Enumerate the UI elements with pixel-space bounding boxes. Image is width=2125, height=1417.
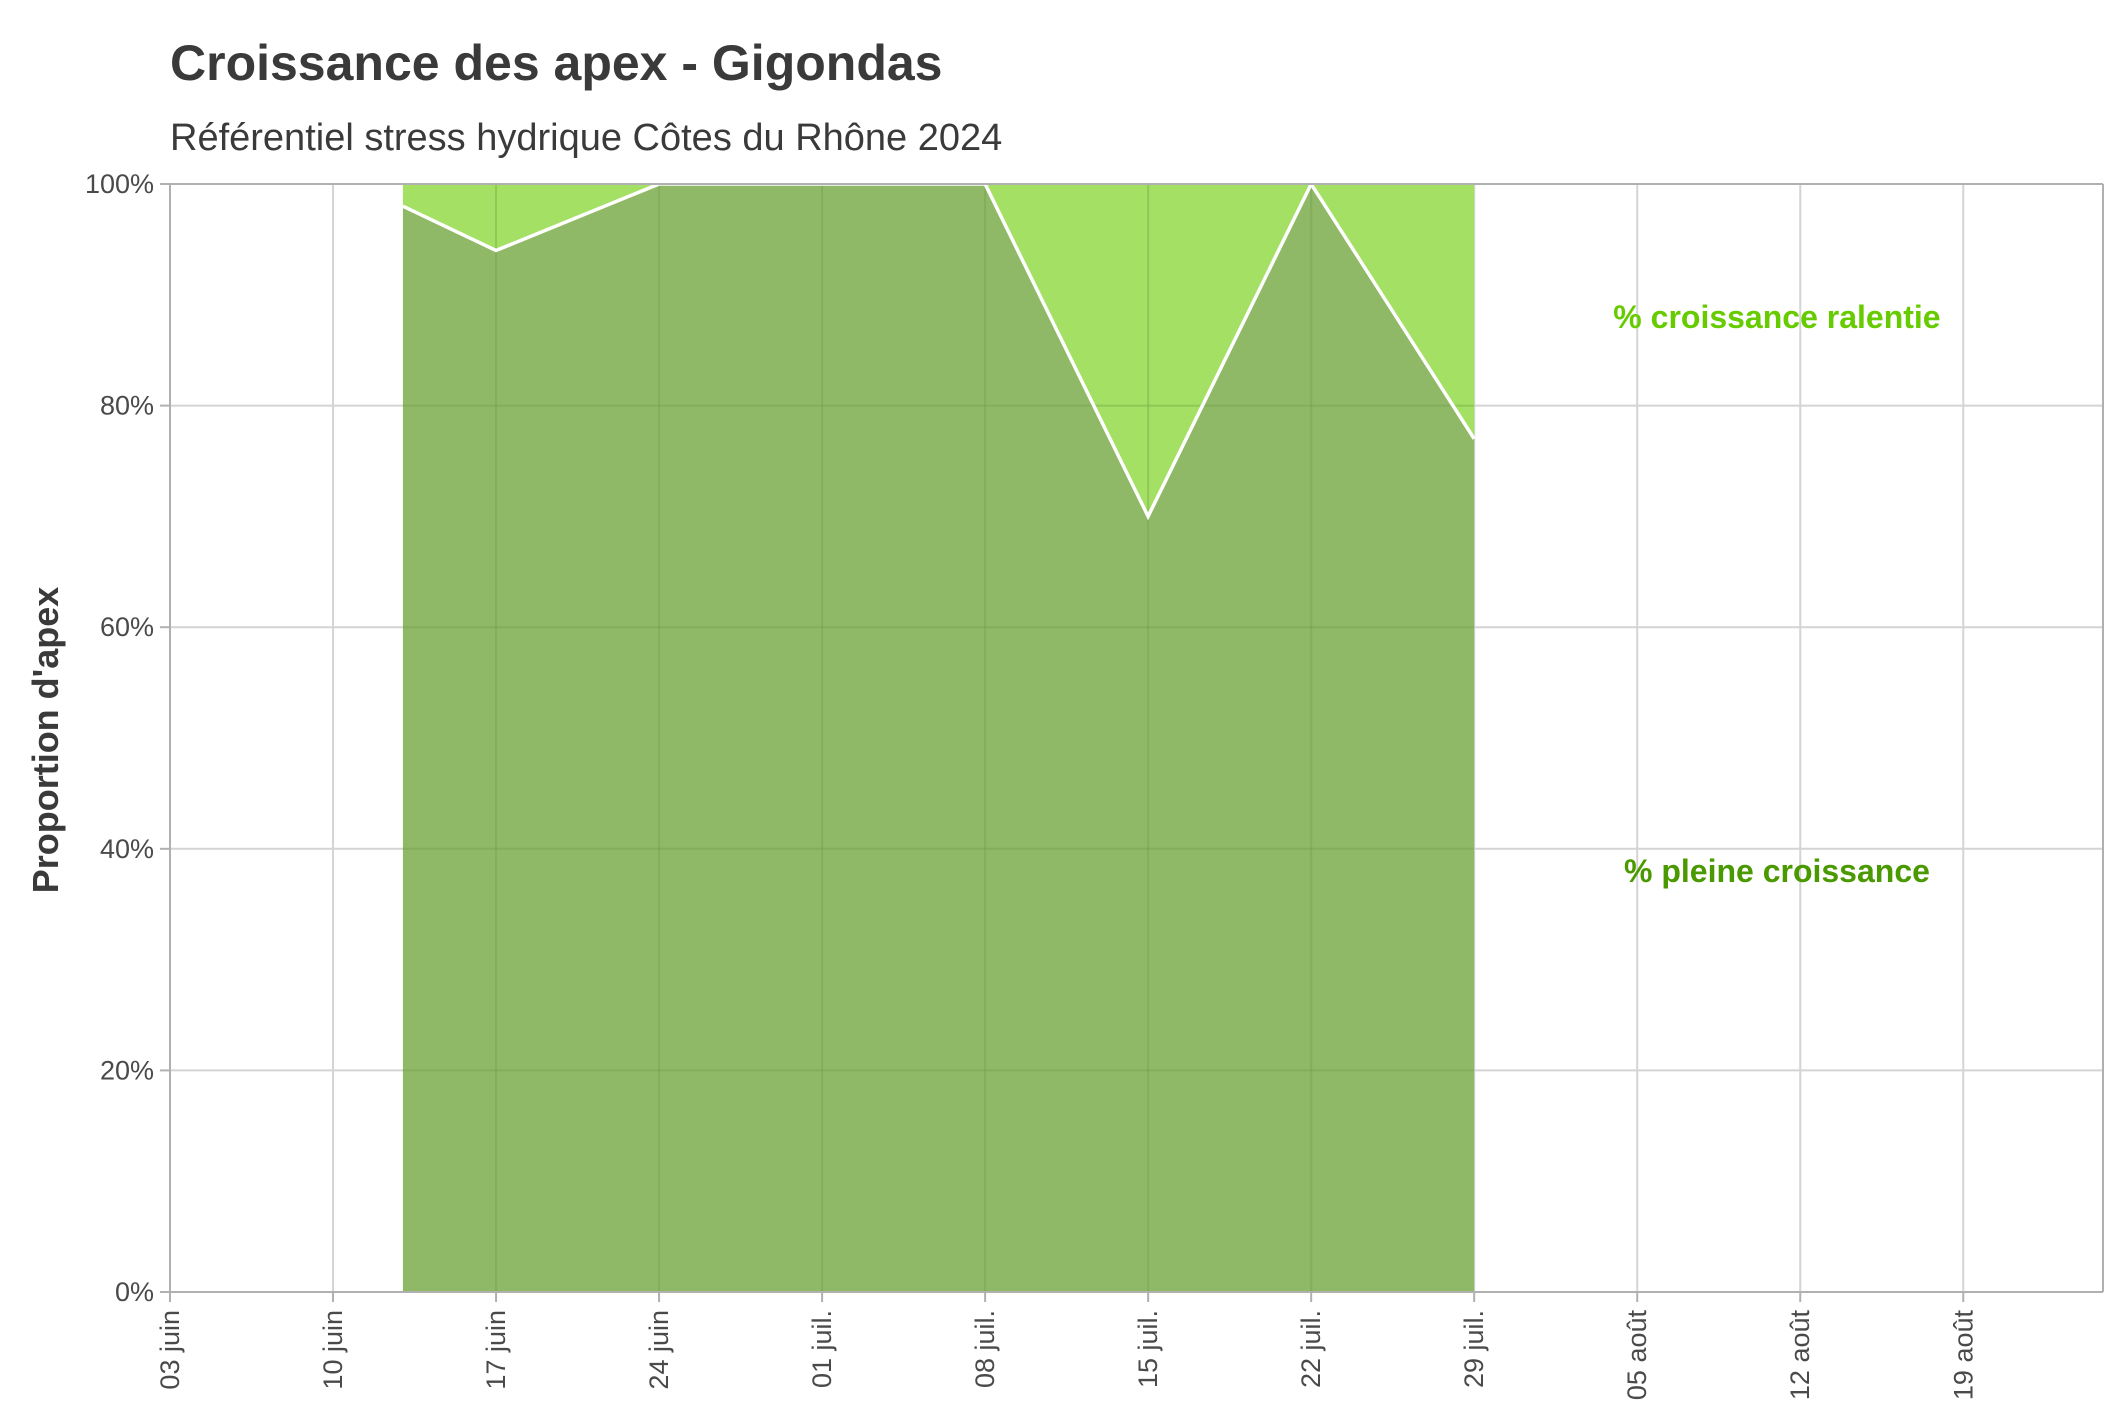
y-axis-label: Proportion d'apex	[25, 587, 66, 894]
y-tick-label: 60%	[100, 612, 154, 642]
x-tick-label: 19 août	[1948, 1310, 1978, 1401]
y-tick-label: 20%	[100, 1055, 154, 1085]
annotation-croissance-ralentie: % croissance ralentie	[1613, 299, 1940, 335]
x-tick-label: 29 juil.	[1459, 1310, 1489, 1388]
chart-subtitle: Référentiel stress hydrique Côtes du Rhô…	[170, 117, 1002, 159]
area-series-1	[402, 184, 1475, 1292]
y-tick-label: 80%	[100, 391, 154, 421]
x-tick-label: 10 juin	[318, 1310, 348, 1390]
overlay-grid-layer	[402, 184, 1475, 1292]
y-tick-label: 0%	[115, 1277, 154, 1307]
x-tick-label: 24 juin	[644, 1310, 674, 1390]
x-tick-label: 22 juil.	[1296, 1310, 1326, 1388]
area-series-2	[402, 184, 1475, 517]
y-tick-label: 40%	[100, 834, 154, 864]
x-tick-label: 08 juil.	[970, 1310, 1000, 1388]
x-tick-label: 17 juin	[481, 1310, 511, 1390]
x-tick-label: 01 juil.	[807, 1310, 837, 1388]
chart-title: Croissance des apex - Gigondas	[170, 35, 943, 91]
x-tick-label: 03 juin	[155, 1310, 185, 1390]
y-tick-label: 100%	[85, 169, 154, 199]
x-tick-label: 15 juil.	[1133, 1310, 1163, 1388]
x-tick-label: 12 août	[1785, 1310, 1815, 1401]
area-layer	[402, 184, 1475, 1292]
axis-layer: 0% 20% 40% 60% 80% 100% 03 juin 10 juin 17 juin 2…	[85, 169, 2104, 1401]
x-tick-label: 05 août	[1622, 1310, 1652, 1401]
annotation-pleine-croissance: % pleine croissance	[1624, 853, 1930, 889]
annotation-layer: % croissance ralentie % pleine croissance	[1613, 299, 1940, 889]
